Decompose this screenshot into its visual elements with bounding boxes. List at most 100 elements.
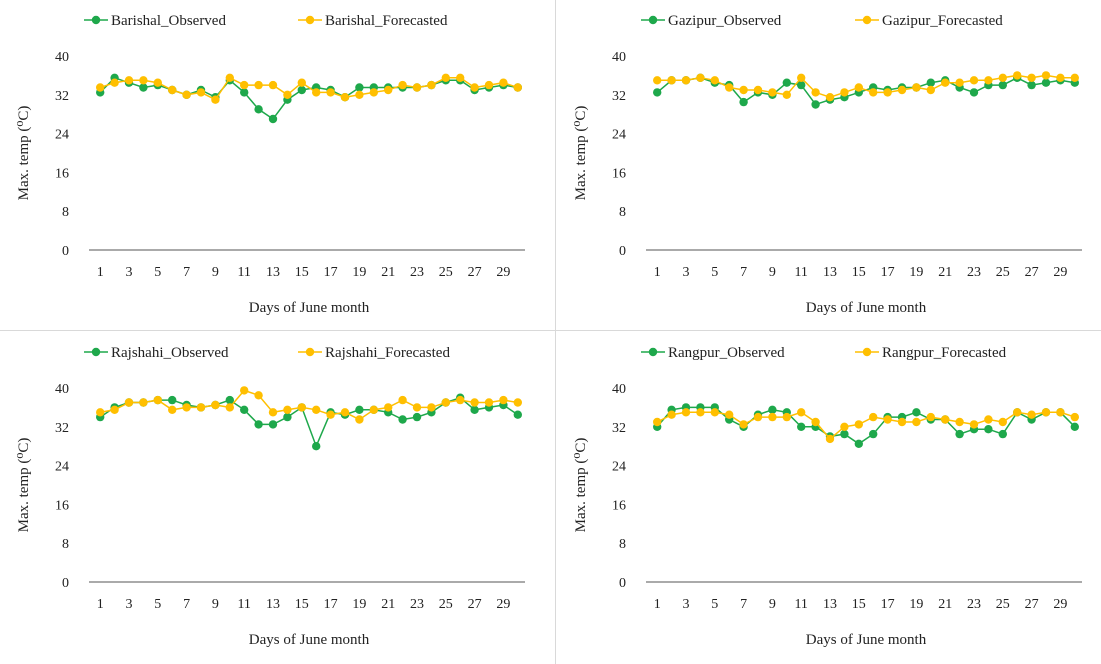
data-point-1 xyxy=(1056,408,1065,417)
data-point-0 xyxy=(955,429,964,439)
x-tick-label: 11 xyxy=(794,597,807,612)
x-axis-title: Days of June month xyxy=(806,300,927,316)
data-point-0 xyxy=(998,429,1007,439)
data-point-1 xyxy=(225,73,234,83)
data-point-1 xyxy=(196,88,206,97)
series-line-1 xyxy=(656,411,1076,440)
series-line-0 xyxy=(656,76,1075,106)
data-point-1 xyxy=(427,80,436,90)
y-axis-title: Max. temp (⁰C) xyxy=(573,438,589,533)
data-point-1 xyxy=(955,417,964,427)
y-tick-label: 8 xyxy=(62,205,69,220)
horizontal-divider xyxy=(0,330,1101,331)
series-line-1 xyxy=(100,389,518,421)
x-tick-label: 5 xyxy=(711,265,718,280)
legend-marker-0 xyxy=(648,15,658,25)
y-tick-label: 24 xyxy=(612,460,626,475)
data-point-0 xyxy=(811,100,820,109)
data-point-0 xyxy=(312,442,321,451)
data-point-1 xyxy=(782,90,791,100)
legend-marker-0 xyxy=(91,15,101,25)
x-tick-label: 15 xyxy=(295,597,309,612)
data-point-0 xyxy=(268,420,278,429)
y-tick-label: 16 xyxy=(612,166,626,181)
data-point-1 xyxy=(484,398,494,407)
data-point-1 xyxy=(182,90,191,100)
x-tick-label: 7 xyxy=(183,597,190,612)
data-point-1 xyxy=(797,408,806,417)
x-tick-label: 1 xyxy=(97,265,104,280)
data-point-1 xyxy=(955,78,964,87)
data-point-1 xyxy=(398,80,407,90)
data-point-1 xyxy=(398,395,407,405)
data-point-0 xyxy=(240,88,249,97)
data-point-1 xyxy=(254,391,263,400)
y-tick-label: 32 xyxy=(612,89,626,104)
data-point-1 xyxy=(124,76,134,85)
x-tick-label: 29 xyxy=(1053,265,1067,280)
data-point-1 xyxy=(811,88,820,97)
data-point-1 xyxy=(196,403,206,412)
data-point-0 xyxy=(768,405,777,414)
data-point-1 xyxy=(513,398,522,407)
chart-panel-gazipur: Gazipur_Observed Gazipur_Forecasted 0 8 16 24… xyxy=(557,0,1101,328)
data-point-0 xyxy=(139,83,148,92)
chart-panel-rangpur: Rangpur_Observed Rangpur_Forecasted 0 8 16 24… xyxy=(557,332,1101,664)
data-point-1 xyxy=(283,405,292,414)
data-point-0 xyxy=(283,412,292,422)
data-point-0 xyxy=(513,410,522,419)
data-point-1 xyxy=(110,405,119,414)
data-point-1 xyxy=(283,90,292,100)
data-point-1 xyxy=(312,405,321,414)
chart-rangpur-svg: Rangpur_Observed Rangpur_Forecasted 0 8 16 24… xyxy=(573,345,1082,648)
x-tick-label: 25 xyxy=(439,265,453,280)
x-tick-label: 13 xyxy=(266,597,280,612)
chart-barishal-svg: Barishal_Observed Barishal_Forecasted 0 8 16… xyxy=(16,13,525,316)
x-tick-label: 1 xyxy=(654,597,661,612)
data-point-0 xyxy=(739,97,748,107)
data-point-0 xyxy=(355,405,364,414)
data-point-0 xyxy=(912,408,921,417)
data-point-1 xyxy=(753,412,763,422)
x-axis-title: Days of June month xyxy=(249,300,370,316)
x-tick-label: 3 xyxy=(683,265,690,280)
data-point-1 xyxy=(225,403,234,412)
data-point-1 xyxy=(355,90,364,100)
data-point-1 xyxy=(725,410,734,419)
data-point-1 xyxy=(739,420,748,429)
y-tick-label: 40 xyxy=(612,382,626,397)
data-point-1 xyxy=(782,412,791,422)
data-point-1 xyxy=(326,410,335,419)
data-point-1 xyxy=(153,395,162,405)
y-tick-label: 32 xyxy=(612,421,626,436)
y-tick-label: 16 xyxy=(55,498,69,513)
y-tick-label: 40 xyxy=(55,382,69,397)
legend-marker-0 xyxy=(91,347,101,357)
data-point-1 xyxy=(340,408,350,417)
data-point-0 xyxy=(470,405,479,414)
x-tick-label: 1 xyxy=(654,265,661,280)
y-tick-label: 40 xyxy=(55,50,69,65)
x-tick-label: 29 xyxy=(496,597,510,612)
data-point-1 xyxy=(840,88,849,97)
data-point-1 xyxy=(499,78,508,87)
data-point-1 xyxy=(427,403,436,412)
data-point-0 xyxy=(225,395,234,405)
x-tick-label: 5 xyxy=(711,597,718,612)
data-point-1 xyxy=(998,73,1007,83)
data-point-1 xyxy=(681,76,691,85)
series-line-1 xyxy=(657,74,1075,98)
data-point-0 xyxy=(998,80,1007,90)
data-point-1 xyxy=(96,408,105,417)
data-point-0 xyxy=(254,105,263,114)
y-tick-label: 8 xyxy=(62,537,69,552)
data-point-1 xyxy=(340,93,350,102)
y-axis-title: Max. temp (⁰C) xyxy=(16,106,32,201)
data-point-1 xyxy=(326,88,335,97)
legend-label-0: Rajshahi_Observed xyxy=(111,345,229,361)
data-point-1 xyxy=(441,73,450,83)
x-tick-label: 23 xyxy=(967,597,981,612)
x-tick-label: 13 xyxy=(823,265,837,280)
x-tick-label: 15 xyxy=(295,265,309,280)
x-tick-label: 11 xyxy=(237,597,250,612)
